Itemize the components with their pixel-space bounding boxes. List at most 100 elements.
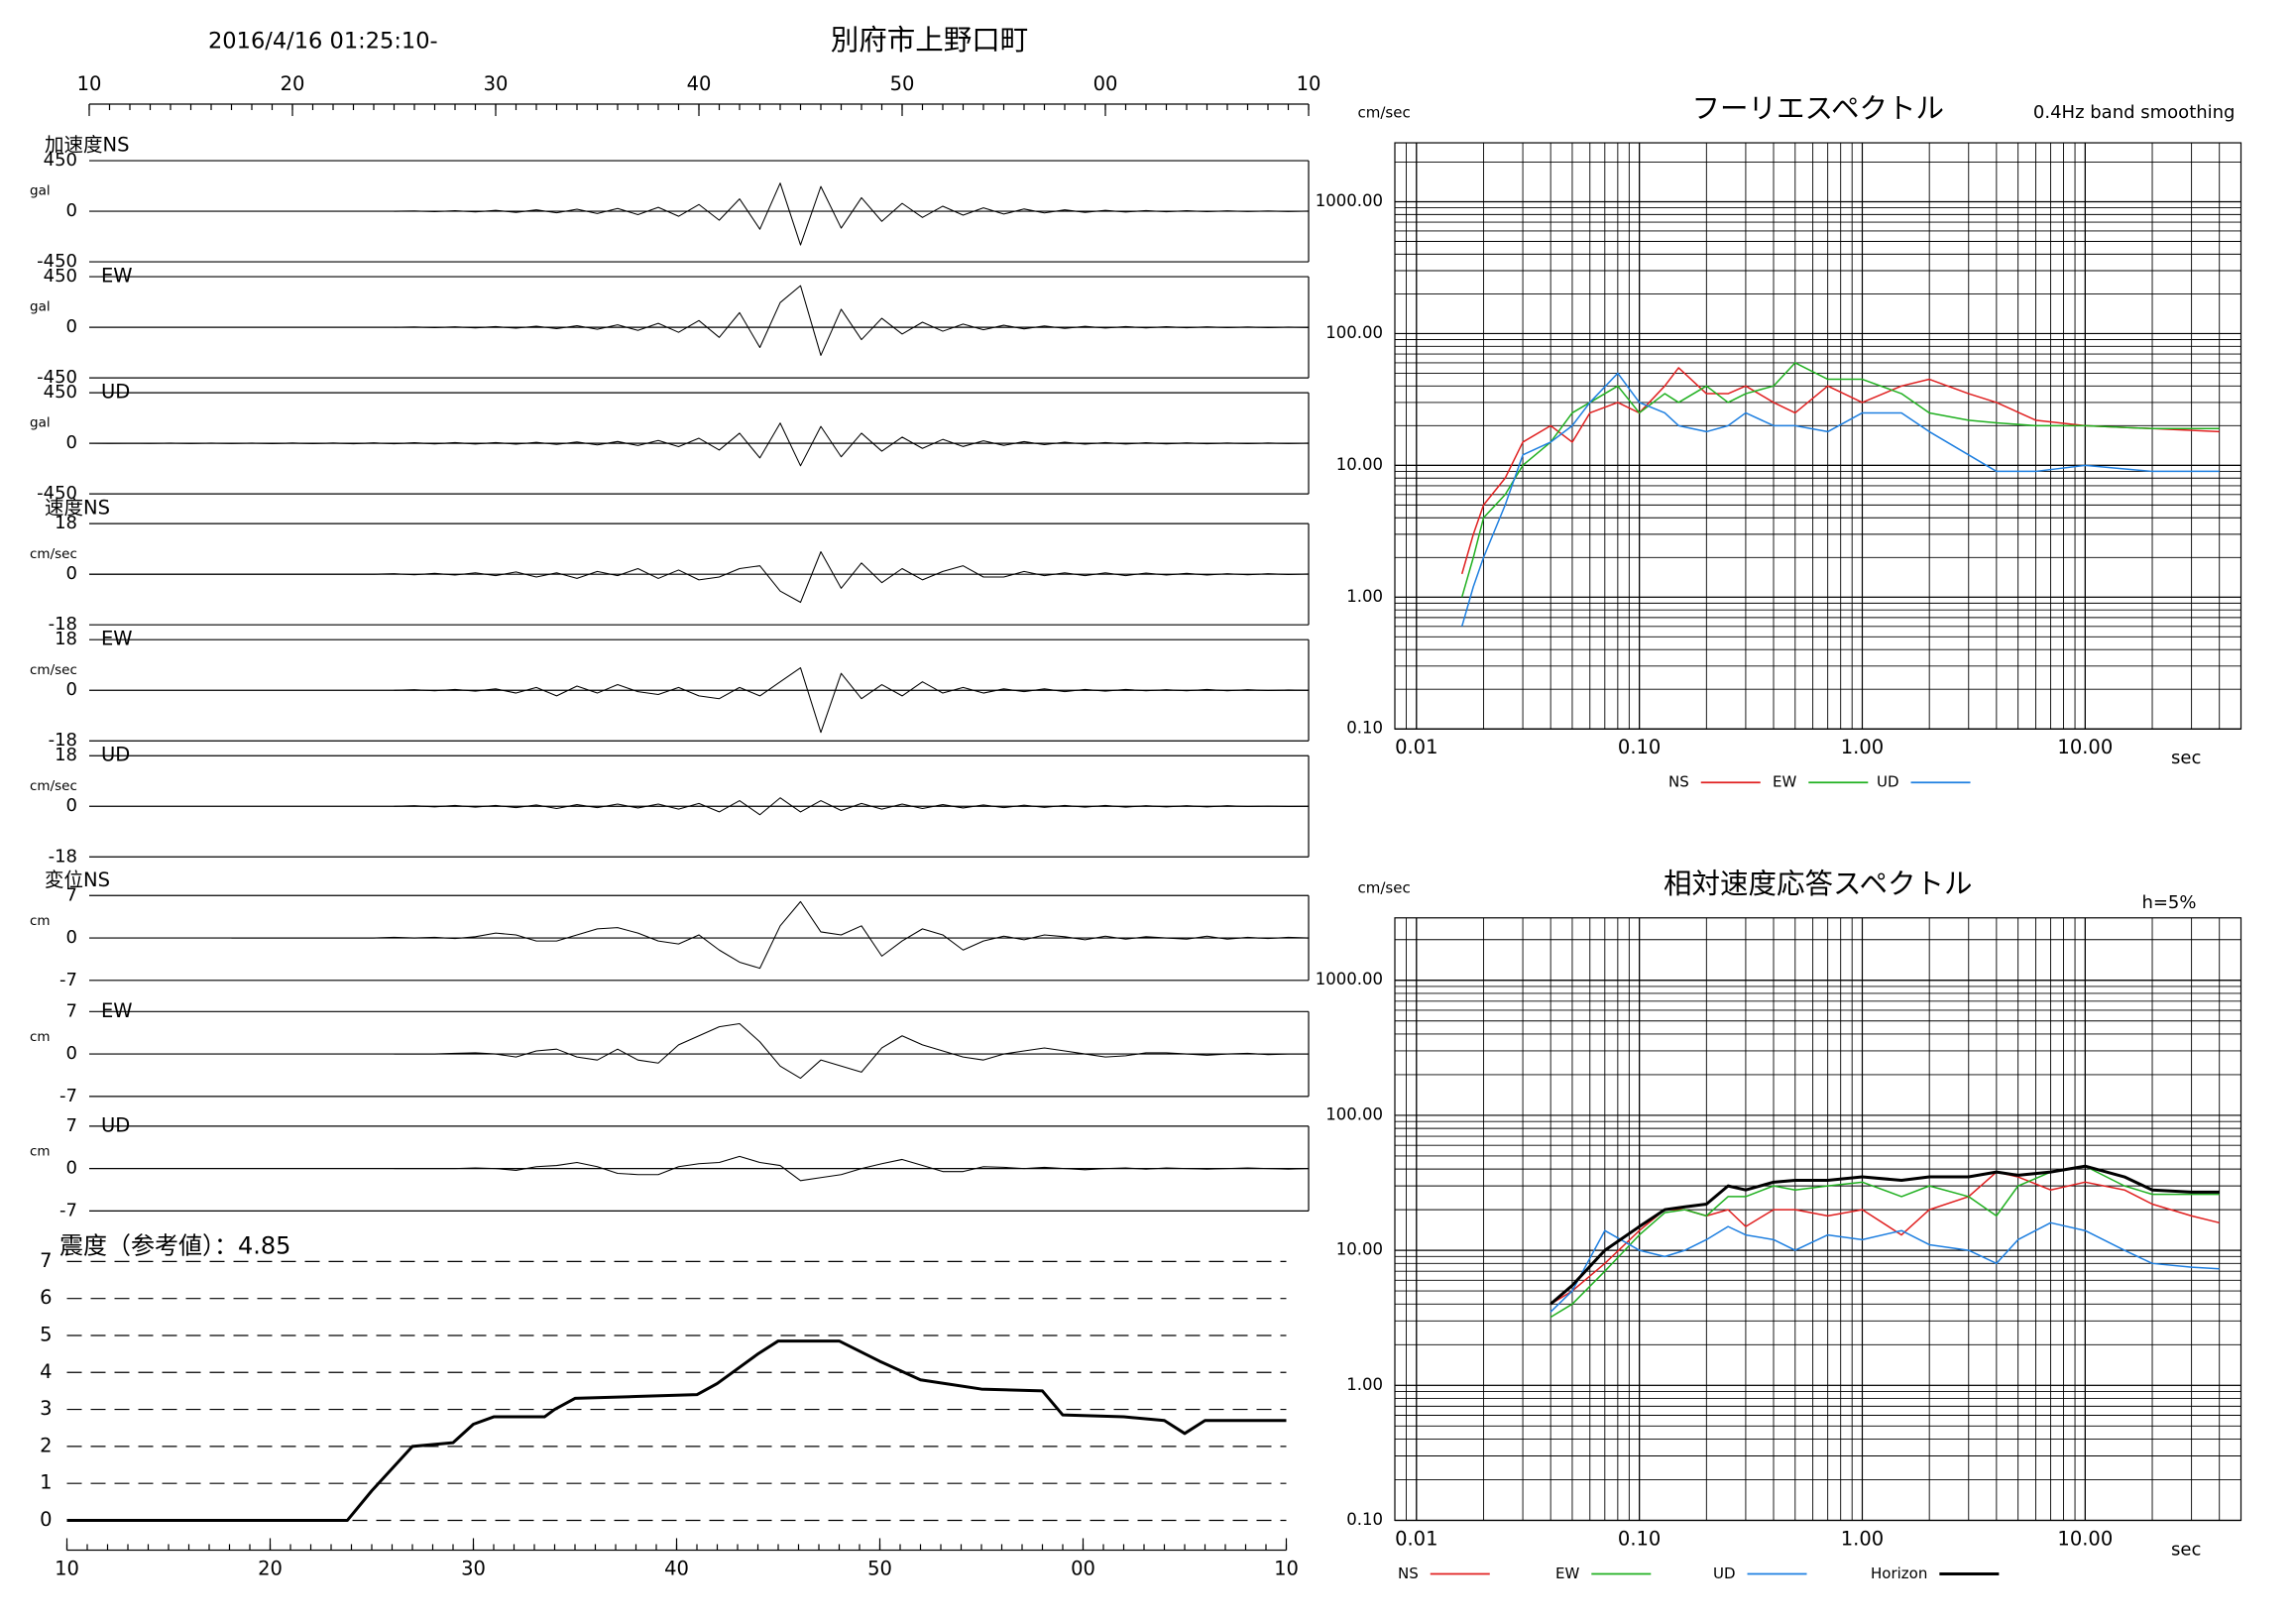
y-tick-label: 1.00 xyxy=(1346,587,1383,606)
x-tick-label: 20 xyxy=(258,1557,283,1579)
y-tick-label: 100.00 xyxy=(1325,1104,1383,1123)
y-tick-label: -18 xyxy=(49,846,77,867)
y-tick-label: 10.00 xyxy=(1336,455,1383,474)
spectrum-line xyxy=(1460,362,2220,598)
y-tick-label: -450 xyxy=(37,367,77,388)
y-tick-label: 0 xyxy=(66,432,77,453)
x-tick-label: 0.01 xyxy=(1395,1527,1437,1550)
unit-label: gal xyxy=(30,183,51,199)
legend-label: NS xyxy=(1398,1565,1419,1582)
x-tick-label: 40 xyxy=(687,72,712,95)
legend-label: Horizon xyxy=(1871,1565,1927,1582)
x-tick-label: 10.00 xyxy=(2057,736,2113,758)
record-date: 2016/4/16 01:25:10- xyxy=(208,29,438,55)
y-tick-label: -7 xyxy=(59,1086,77,1106)
waveform xyxy=(89,550,1310,604)
legend-label: EW xyxy=(1773,773,1796,791)
y-tick-label: 0.10 xyxy=(1346,1510,1383,1529)
waveform xyxy=(88,422,1310,467)
y-tick-label: 4 xyxy=(40,1360,52,1383)
panel-label: UD xyxy=(101,381,130,404)
y-tick-label: 6 xyxy=(40,1286,52,1309)
chart-subtitle: 0.4Hz band smoothing xyxy=(2033,102,2236,123)
x-tick-label: 50 xyxy=(890,72,915,95)
x-tick-label: 1.00 xyxy=(1841,1527,1884,1550)
y-tick-label: 0 xyxy=(66,927,77,948)
y-tick-label: 450 xyxy=(44,266,77,287)
x-tick-label: 20 xyxy=(281,72,305,95)
x-tick-label: 30 xyxy=(484,72,509,95)
y-axis-label: cm/sec xyxy=(1358,104,1411,122)
y-tick-label: 100.00 xyxy=(1325,323,1383,342)
chart-title: 震度（参考値）：4.85 xyxy=(59,1231,290,1259)
y-tick-label: 0 xyxy=(40,1508,52,1531)
x-tick-label: 0.10 xyxy=(1618,1527,1661,1550)
x-tick-label: 0.10 xyxy=(1618,736,1661,758)
panel-label: EW xyxy=(101,265,133,288)
x-tick-label: 10 xyxy=(1297,72,1321,95)
y-tick-label: 10.00 xyxy=(1336,1240,1383,1259)
panel-label: 加速度NS xyxy=(45,134,129,157)
y-tick-label: 450 xyxy=(44,382,77,403)
x-axis-label: sec xyxy=(2171,1539,2201,1560)
y-tick-label: -18 xyxy=(49,730,77,751)
waveform xyxy=(231,900,1310,970)
y-tick-label: 3 xyxy=(40,1397,52,1420)
x-tick-label: 0.01 xyxy=(1395,736,1437,758)
y-tick-label: 0 xyxy=(66,679,77,700)
panel-label: 変位NS xyxy=(45,869,110,891)
y-tick-label: -450 xyxy=(37,251,77,272)
y-tick-label: 0.10 xyxy=(1346,719,1383,738)
y-tick-label: 1000.00 xyxy=(1316,970,1383,988)
y-tick-label: 5 xyxy=(40,1323,52,1345)
unit-label: cm xyxy=(30,1029,51,1045)
x-tick-label: 30 xyxy=(461,1557,486,1579)
spectrum-line xyxy=(1550,1221,2220,1313)
y-tick-label: 0 xyxy=(66,1158,77,1179)
y-tick-label: 0 xyxy=(66,795,77,816)
x-tick-label: 10 xyxy=(55,1557,79,1579)
intensity-line xyxy=(66,1339,1287,1522)
waveform xyxy=(394,182,1310,246)
y-tick-label: 1 xyxy=(40,1471,52,1494)
y-tick-label: 7 xyxy=(66,1000,77,1021)
panel-label: UD xyxy=(101,744,130,766)
legend-label: UD xyxy=(1713,1565,1736,1582)
y-tick-label: 0 xyxy=(66,563,77,584)
chart-title: フーリエスペクトル xyxy=(1692,92,1944,125)
y-tick-label: 18 xyxy=(55,629,77,649)
y-tick-label: -450 xyxy=(37,483,77,504)
legend-label: NS xyxy=(1668,773,1689,791)
y-tick-label: 18 xyxy=(55,513,77,533)
y-tick-label: 7 xyxy=(66,884,77,905)
chart-title: 相対速度応答スペクトル xyxy=(1664,868,1972,900)
y-tick-label: 7 xyxy=(66,1115,77,1136)
y-tick-label: -7 xyxy=(59,970,77,990)
spectrum-line xyxy=(1550,1164,2220,1306)
annotation: h=5% xyxy=(2141,892,2196,913)
panel-label: UD xyxy=(101,1113,130,1136)
y-tick-label: 2 xyxy=(40,1434,52,1456)
panel-label: EW xyxy=(101,999,133,1022)
waveform xyxy=(394,1155,1310,1182)
unit-label: cm/sec xyxy=(30,778,77,794)
y-tick-label: 0 xyxy=(66,200,77,221)
spectrum-line xyxy=(1460,367,2220,575)
y-tick-label: 1.00 xyxy=(1346,1375,1383,1394)
y-tick-label: -7 xyxy=(59,1200,77,1220)
y-tick-label: 0 xyxy=(66,1043,77,1064)
unit-label: gal xyxy=(30,415,51,431)
x-tick-label: 10 xyxy=(1274,1557,1299,1579)
waveform xyxy=(394,667,1310,734)
legend-label: EW xyxy=(1555,1565,1579,1582)
x-axis-label: sec xyxy=(2171,748,2201,768)
spectrum-line xyxy=(1460,372,2220,627)
y-tick-label: 0 xyxy=(66,316,77,337)
unit-label: cm xyxy=(30,913,51,929)
y-tick-label: -18 xyxy=(49,614,77,635)
unit-label: cm/sec xyxy=(30,662,77,678)
y-tick-label: 450 xyxy=(44,150,77,171)
x-tick-label: 00 xyxy=(1093,72,1118,95)
